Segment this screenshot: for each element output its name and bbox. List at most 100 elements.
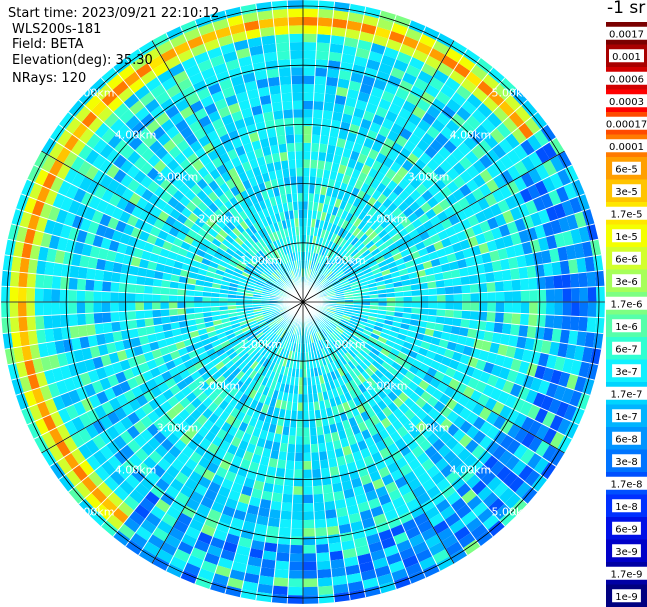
data-cell: [186, 364, 198, 376]
data-cell: [148, 450, 163, 464]
ray-separator: [302, 301, 573, 440]
data-cell: [494, 354, 506, 367]
data-cell: [383, 46, 400, 60]
data-cell: [324, 500, 336, 511]
data-cell: [141, 250, 152, 261]
data-cell: [371, 141, 383, 153]
data-cell: [483, 330, 494, 343]
data-cell: [317, 442, 327, 453]
data-cell: [292, 494, 303, 504]
data-cell: [410, 283, 420, 291]
data-cell: [273, 270, 281, 279]
data-cell: [294, 461, 303, 470]
data-cell: [228, 260, 238, 268]
data-cell: [81, 476, 98, 493]
data-cell: [198, 476, 212, 489]
data-cell: [127, 319, 138, 330]
data-cell: [569, 316, 580, 331]
data-cell: [289, 325, 294, 334]
data-cell: [313, 193, 321, 203]
data-cell: [29, 244, 41, 260]
data-cell: [349, 150, 361, 162]
data-cell: [370, 247, 381, 257]
data-cell: [343, 488, 356, 499]
data-cell: [374, 458, 387, 471]
data-cell: [333, 378, 341, 389]
data-cell: [183, 562, 201, 576]
data-cell: [438, 338, 449, 349]
data-cell: [367, 207, 377, 218]
data-cell: [333, 234, 341, 244]
data-cell: [365, 489, 379, 502]
data-cell: [107, 491, 124, 508]
data-cell: [403, 451, 417, 464]
data-cell: [315, 535, 329, 545]
data-cell: [211, 223, 222, 234]
data-cell: [318, 246, 324, 255]
data-cell: [456, 106, 472, 122]
data-cell: [308, 402, 315, 411]
data-cell: [453, 302, 463, 311]
data-cell: [84, 290, 94, 302]
data-cell: [337, 347, 346, 357]
data-cell: [123, 201, 136, 215]
data-cell: [231, 275, 241, 282]
data-cell: [354, 134, 367, 146]
data-cell: [48, 444, 64, 462]
data-cell: [409, 85, 425, 99]
data-cell: [203, 252, 214, 262]
data-cell: [314, 272, 320, 281]
data-cell: [429, 451, 444, 465]
data-cell: [203, 386, 214, 397]
data-cell: [587, 302, 597, 318]
data-cell: [397, 391, 409, 403]
ray-separator: [33, 164, 304, 303]
data-cell: [358, 281, 368, 287]
data-cell: [498, 487, 515, 504]
data-cell: [112, 80, 129, 97]
data-cell: [553, 274, 563, 289]
data-cell: [331, 26, 347, 37]
data-cell: [288, 578, 303, 588]
data-cell: [255, 252, 264, 261]
data-cell: [534, 364, 546, 380]
data-cell: [453, 309, 463, 319]
data-cell: [578, 272, 588, 288]
data-cell: [405, 526, 421, 540]
data-cell: [420, 295, 429, 302]
data-cell: [263, 284, 273, 290]
data-cell: [313, 314, 320, 322]
data-cell: [377, 336, 388, 344]
data-cell: [526, 134, 543, 152]
data-cell: [29, 344, 41, 360]
data-cell: [315, 323, 322, 332]
data-cell: [230, 217, 240, 228]
data-cell: [332, 317, 341, 323]
data-cell: [289, 561, 303, 571]
data-cell: [347, 435, 358, 446]
data-cell: [298, 385, 303, 395]
data-cell: [427, 281, 437, 289]
data-cell: [245, 442, 257, 454]
data-cell: [160, 309, 170, 317]
data-cell: [316, 311, 324, 318]
data-cell: [257, 279, 266, 285]
data-cell: [412, 541, 429, 555]
range-ring-label: 3.00km: [157, 422, 199, 435]
data-cell: [445, 47, 463, 63]
data-cell: [243, 376, 253, 387]
data-cell: [440, 126, 455, 140]
data-cell: [59, 289, 69, 302]
data-cell: [165, 257, 176, 268]
data-cell: [127, 178, 141, 193]
data-cell: [143, 285, 153, 295]
data-cell: [314, 84, 326, 94]
data-cell: [17, 302, 27, 317]
data-cell: [248, 496, 262, 508]
data-cell: [184, 403, 197, 415]
data-cell: [471, 368, 484, 381]
data-cell: [142, 222, 154, 234]
data-cell: [256, 437, 267, 448]
data-cell: [276, 416, 285, 427]
